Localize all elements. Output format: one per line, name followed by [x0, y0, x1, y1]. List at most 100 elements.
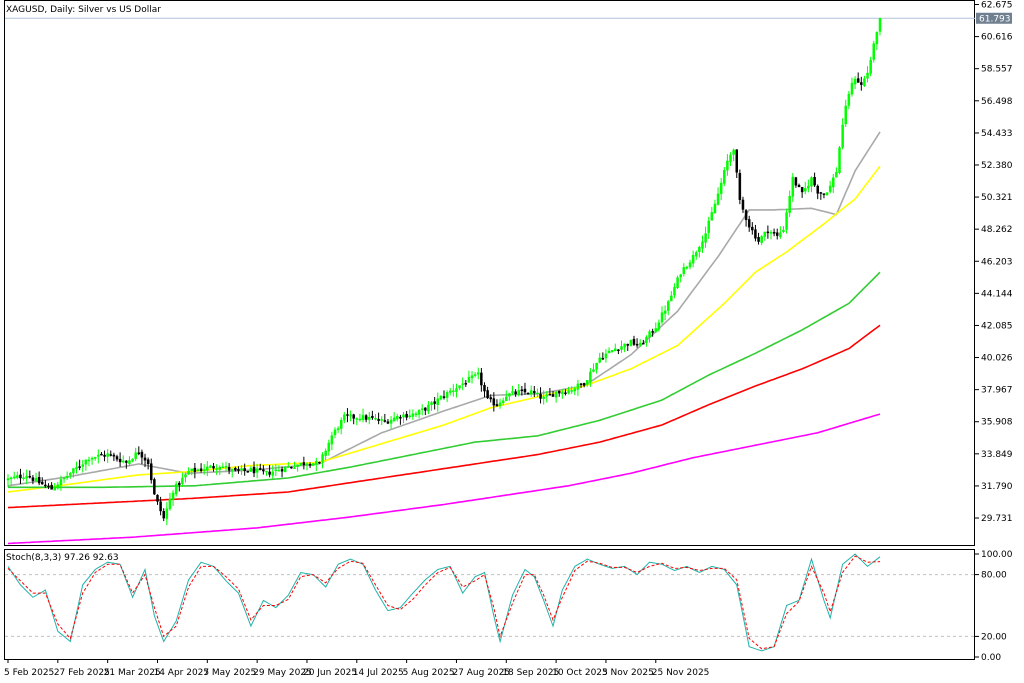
- candle-body: [427, 404, 430, 412]
- candle: [782, 226, 785, 234]
- candle-body: [293, 467, 296, 469]
- candle-body: [321, 454, 324, 462]
- candle: [875, 31, 879, 50]
- stoch-main-line: [7, 553, 881, 652]
- candle: [224, 461, 228, 472]
- candle-body: [153, 479, 156, 495]
- candle: [807, 179, 810, 193]
- candle-body: [352, 414, 355, 419]
- candle-body: [277, 469, 281, 472]
- candle-body: [635, 343, 639, 346]
- candle: [701, 235, 704, 253]
- candle: [62, 477, 66, 483]
- candle: [12, 471, 16, 480]
- candle: [470, 371, 474, 384]
- candle: [570, 386, 573, 394]
- candle-body: [813, 177, 816, 186]
- osc-tick-label: 20.00: [981, 632, 1007, 642]
- candle: [495, 399, 499, 407]
- candle-body: [349, 414, 352, 417]
- candle: [75, 461, 78, 474]
- candle: [215, 464, 218, 475]
- candle: [673, 283, 676, 299]
- candle: [695, 250, 698, 260]
- candle: [414, 411, 418, 418]
- candle-body: [660, 312, 664, 323]
- candle-body: [785, 212, 788, 230]
- candle: [22, 472, 25, 481]
- candle-body: [137, 452, 141, 455]
- candle-body: [59, 479, 63, 486]
- candle: [841, 118, 844, 150]
- candle: [464, 380, 468, 387]
- candle-body: [695, 252, 698, 257]
- candle-body: [371, 415, 374, 418]
- candle-body: [726, 160, 729, 171]
- candle-body: [501, 400, 505, 404]
- candle-body: [875, 32, 879, 45]
- candle-body: [374, 417, 377, 420]
- candle: [523, 382, 527, 395]
- candle: [645, 335, 648, 347]
- candle: [206, 461, 209, 477]
- candle: [775, 228, 779, 240]
- y-tick-label: 29.731: [981, 514, 1013, 524]
- candle-body: [713, 203, 717, 214]
- candle: [582, 382, 586, 388]
- candle: [554, 391, 558, 403]
- candle: [844, 99, 847, 127]
- candle-body: [65, 475, 69, 479]
- candle: [757, 232, 760, 245]
- candle-body: [561, 391, 564, 395]
- candle-body: [311, 463, 315, 466]
- candle: [137, 446, 141, 456]
- candle-body: [551, 394, 555, 397]
- candle: [159, 496, 162, 516]
- candle-body: [614, 348, 617, 352]
- candle-body: [69, 473, 72, 476]
- y-tick-label: 42.085: [981, 321, 1013, 331]
- candle-body: [772, 231, 776, 234]
- candle-body: [93, 456, 97, 459]
- candle-body: [206, 466, 209, 471]
- candle: [162, 508, 165, 522]
- chart-title: XAGUSD, Daily: Silver vs US Dollar: [6, 5, 161, 15]
- candle-body: [34, 477, 38, 481]
- candle: [156, 494, 159, 505]
- oscillator-frame: [4, 549, 975, 660]
- candle: [766, 225, 770, 239]
- candle-body: [333, 429, 337, 436]
- candlestick-series[interactable]: [6, 17, 882, 526]
- candle: [744, 209, 748, 227]
- candle: [305, 462, 309, 471]
- candle: [448, 387, 452, 396]
- candle: [168, 492, 172, 511]
- candle-body: [202, 469, 206, 471]
- candle: [436, 392, 440, 412]
- candle: [44, 480, 47, 489]
- candle-body: [691, 255, 695, 264]
- candle-body: [240, 468, 243, 471]
- candle-body: [109, 454, 113, 456]
- candle: [187, 467, 190, 475]
- candle-body: [287, 466, 290, 468]
- candle-body: [754, 229, 757, 239]
- candle-body: [224, 466, 228, 468]
- candle: [825, 192, 829, 196]
- candle-body: [25, 475, 28, 479]
- candle: [81, 459, 84, 473]
- candle: [760, 235, 763, 246]
- candle-body: [744, 210, 748, 221]
- candle: [872, 40, 876, 63]
- candle-body: [118, 458, 122, 463]
- candle-body: [430, 402, 433, 405]
- candle-body: [707, 220, 710, 233]
- candle: [368, 411, 371, 425]
- candle-body: [523, 388, 527, 393]
- candle-body: [670, 295, 673, 302]
- x-tick-label: 14 Apr 2025: [153, 668, 209, 678]
- candle: [666, 299, 670, 316]
- candle-body: [399, 416, 402, 419]
- candle: [480, 368, 483, 392]
